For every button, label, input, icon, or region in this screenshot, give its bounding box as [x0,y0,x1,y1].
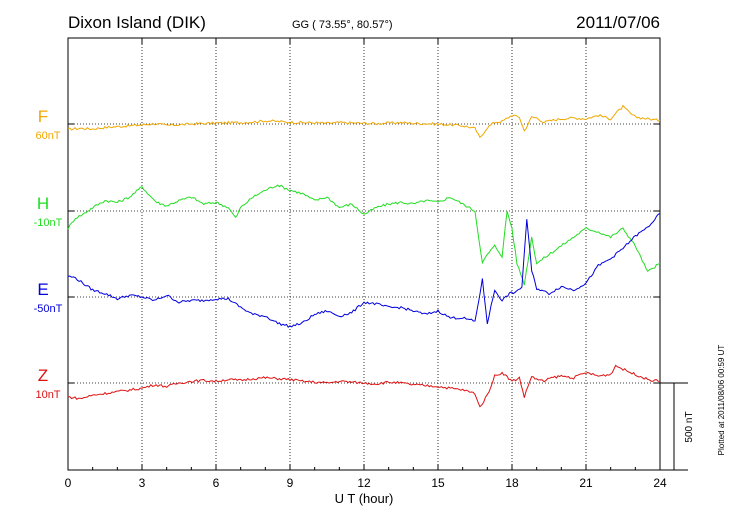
series-line-H [67,184,661,286]
x-axis-label: U T (hour) [335,491,394,506]
series-line-E [67,213,661,328]
x-tick-label-12: 12 [357,476,371,490]
x-tick-label-9: 9 [287,476,294,490]
x-tick-label-6: 6 [213,476,220,490]
x-tick-label-21: 21 [579,476,593,490]
series-name-F: F [38,107,48,126]
series-line-Z [67,364,660,408]
series-name-H: H [37,194,49,213]
series-baseline-F: 60nT [35,130,60,142]
station-title: Dixon Island (DIK) [68,13,206,32]
x-axis-ticks: 0 3 6 9 12 15 18 21 24 [65,38,667,490]
series-name-E: E [37,280,48,299]
plotted-timestamp: Plotted at 2011/08/06 00:59 UT [717,345,726,456]
series-baseline-Z: 10nT [35,389,60,401]
scale-bar-label: 500 nT [684,411,695,442]
series-line-F [67,104,661,139]
x-tick-label-3: 3 [139,476,146,490]
series-name-Z: Z [38,366,48,385]
series-labels: F 60nT H -10nT E -50nT Z 10nT [34,107,63,401]
coordinates-label: GG ( 73.55°, 80.57°) [292,19,393,31]
x-tick-label-24: 24 [653,476,667,490]
series-group [67,104,661,408]
date-label: 2011/07/06 [576,13,660,32]
series-baseline-H: -10nT [34,217,63,229]
x-tick-label-15: 15 [431,476,445,490]
scale-bar: 500 nT [660,382,695,471]
series-baseline-E: -50nT [34,303,63,315]
x-tick-label-18: 18 [505,476,519,490]
x-tick-label-0: 0 [65,476,72,490]
grid-lines [68,38,660,470]
